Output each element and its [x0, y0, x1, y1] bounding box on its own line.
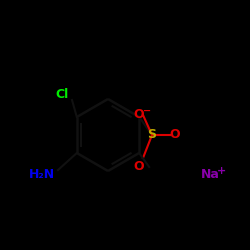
- Text: S: S: [148, 128, 156, 141]
- Text: O: O: [134, 108, 144, 122]
- Text: O: O: [134, 160, 144, 172]
- Text: Cl: Cl: [56, 88, 68, 102]
- Text: +: +: [218, 166, 226, 176]
- Text: H₂N: H₂N: [29, 168, 55, 181]
- Text: Na: Na: [200, 168, 220, 181]
- Text: O: O: [170, 128, 180, 141]
- Text: −: −: [143, 106, 151, 116]
